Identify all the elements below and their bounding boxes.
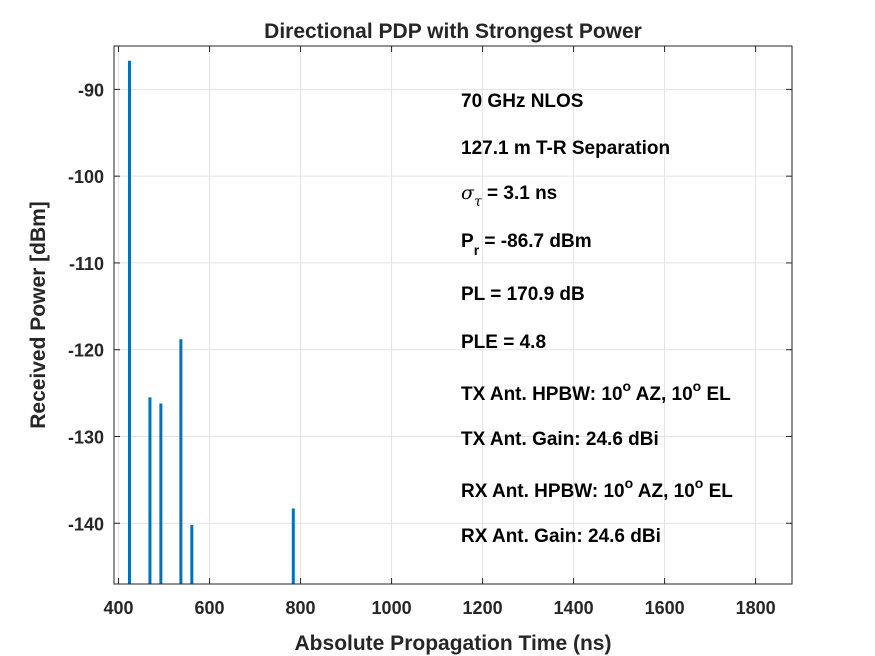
y-axis-label: Received Power [dBm] <box>27 201 50 429</box>
pr-symbol: P <box>461 231 474 252</box>
y-tick-label: -120 <box>68 341 104 361</box>
degree-superscript: o <box>623 378 632 394</box>
annotation-tx-hpbw: TX Ant. HPBW: 10o AZ, 10o EL <box>461 378 731 405</box>
sigma-symbol: σ <box>461 182 475 204</box>
annotation-frequency: 70 GHz NLOS <box>461 91 583 112</box>
sigma-value: = 3.1 ns <box>482 183 558 204</box>
x-tick-label: 400 <box>104 598 134 618</box>
y-tick-label: -140 <box>68 514 104 534</box>
chart-title: Directional PDP with Strongest Power <box>264 20 642 43</box>
pr-subscript: r <box>474 242 480 258</box>
degree-superscript: o <box>625 475 634 491</box>
x-axis-label: Absolute Propagation Time (ns) <box>295 632 612 655</box>
bars <box>127 60 295 584</box>
x-tick-label: 1600 <box>645 598 685 618</box>
y-tick-label: -110 <box>69 254 104 274</box>
x-tick-label: 1400 <box>554 598 594 618</box>
x-tick-label: 1200 <box>463 598 503 618</box>
axis-ticks: 400 600 800 1000 1200 1400 1600 1800 -90 -100 -110… <box>68 46 792 618</box>
rx-hpbw-part-b: AZ, 10 <box>633 481 695 502</box>
rx-hpbw-part-c: EL <box>703 481 733 502</box>
tx-hpbw-part-c: EL <box>701 384 731 405</box>
annotation-ple: PLE = 4.8 <box>461 332 546 353</box>
plot-frame <box>113 45 793 585</box>
degree-superscript: o <box>695 475 704 491</box>
x-tick-label: 1800 <box>736 598 776 618</box>
y-tick-label: -130 <box>68 427 104 447</box>
annotation-separation: 127.1 m T-R Separation <box>461 138 670 159</box>
y-tick-label: -90 <box>78 80 104 100</box>
annotation-rx-hpbw: RX Ant. HPBW: 10o AZ, 10o EL <box>461 475 733 502</box>
grid-lines <box>114 46 792 584</box>
annotation-path-loss: PL = 170.9 dB <box>461 284 585 305</box>
tx-hpbw-part-a: TX Ant. HPBW: 10 <box>461 384 623 405</box>
x-tick-label: 800 <box>286 598 316 618</box>
x-tick-label: 600 <box>195 598 225 618</box>
annotation-received-power: Pr = -86.7 dBm <box>461 231 592 258</box>
y-tick-label: -100 <box>68 167 104 187</box>
annotation-rms-delay: στ = 3.1 ns <box>461 182 557 210</box>
annotation-block: 70 GHz NLOS 127.1 m T-R Separation στ = … <box>461 91 733 547</box>
x-tick-label: 1000 <box>372 598 412 618</box>
annotation-rx-gain: RX Ant. Gain: 24.6 dBi <box>461 526 661 547</box>
pr-value: = -86.7 dBm <box>479 231 591 252</box>
tx-hpbw-part-b: AZ, 10 <box>631 384 693 405</box>
sigma-subscript: τ <box>474 194 482 210</box>
annotation-tx-gain: TX Ant. Gain: 24.6 dBi <box>461 429 659 450</box>
degree-superscript: o <box>693 378 702 394</box>
rx-hpbw-part-a: RX Ant. HPBW: 10 <box>461 481 625 502</box>
